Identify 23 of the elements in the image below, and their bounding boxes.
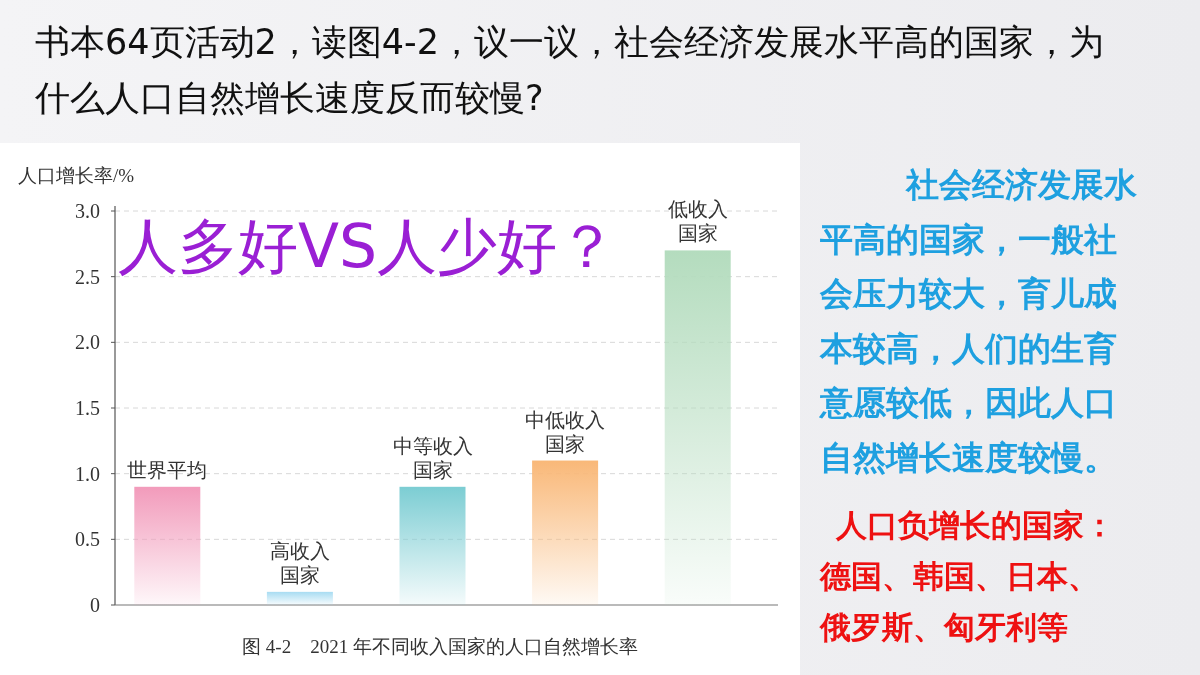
y-tick-label: 2.5 <box>75 265 100 288</box>
x-tick-label: 世界平均 <box>127 458 208 481</box>
x-tick-label: 中等收入国家 <box>392 434 473 481</box>
bar <box>532 460 599 605</box>
chart-title: 书本64页活动2，读图4-2，议一议，社会经济发展水平高的国家，为什么人口自然增长速度反而较慢? <box>35 21 1105 120</box>
caption: 图 4-2 2021 年不同收入国家的人口自然增长率 <box>241 635 639 659</box>
y-tick-label: 0.5 <box>75 528 100 551</box>
bar <box>266 591 333 605</box>
bar <box>664 250 731 605</box>
y-tick-label: 2.0 <box>75 331 100 354</box>
x-tick-label: 中低收入国家 <box>525 408 606 455</box>
bar <box>399 486 466 605</box>
x-tick-label: 低收入国家 <box>667 198 728 245</box>
text: 社会经济发展水平高的国家，一般社会压力较大，育儿成本较高，人们的生育意愿较低，因此人口自然增长速度较慢。 <box>820 164 1137 479</box>
text: 人口负增长的国家：德国、韩国、日本、俄罗斯、匈牙利等 <box>820 506 1116 647</box>
y-tick-label: 3.0 <box>75 200 100 222</box>
y-axis-title: 人口增长率/% <box>18 165 135 186</box>
y-tick-label: 0 <box>90 594 100 616</box>
annotation: 人多好VS人少好？ <box>118 210 619 283</box>
y-tick-label: 1.5 <box>75 397 100 419</box>
bar <box>134 486 201 605</box>
y-tick-label: 1.0 <box>75 462 100 485</box>
x-tick-label: 高收入国家 <box>269 539 330 586</box>
